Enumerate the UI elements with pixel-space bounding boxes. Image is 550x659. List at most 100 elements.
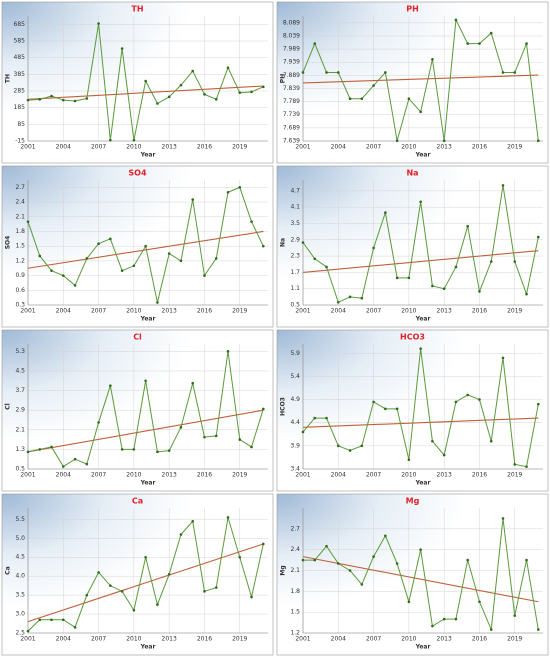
x-tick-label: 2013 — [162, 144, 177, 151]
y-tick-label: 2.7 — [15, 184, 25, 191]
data-point — [489, 31, 493, 35]
data-point — [191, 381, 195, 385]
data-point — [250, 220, 253, 223]
data-point — [454, 265, 458, 269]
data-point — [360, 583, 364, 586]
data-point — [144, 244, 147, 248]
panel-background — [276, 493, 549, 656]
data-point — [26, 629, 30, 633]
y-tick-label: 5.0 — [15, 535, 25, 542]
y-tick-label: 2.1 — [15, 213, 25, 220]
data-point — [384, 71, 387, 74]
y-tick-label: 2.7 — [290, 525, 300, 532]
x-tick-label: 2016 — [472, 472, 487, 479]
y-tick-label: 5.4 — [290, 373, 300, 380]
data-point — [120, 47, 124, 50]
data-point — [336, 300, 340, 304]
y-tick-label: 7.639 — [283, 138, 300, 145]
trend-line — [27, 409, 264, 453]
data-point — [489, 439, 493, 443]
trend-line — [302, 417, 539, 428]
data-point — [360, 296, 364, 300]
data-point — [85, 97, 89, 100]
x-tick-label: 2004 — [56, 144, 71, 151]
data-point — [348, 449, 352, 452]
data-point — [442, 453, 446, 457]
x-tick-label: 2016 — [197, 144, 212, 151]
y-tick-label: 1.8 — [290, 588, 300, 595]
data-point — [167, 572, 171, 576]
data-point — [156, 450, 159, 454]
y-tick-label: 2.4 — [15, 199, 25, 206]
chart-title: Na — [406, 169, 418, 178]
data-point — [431, 439, 434, 443]
y-tick-label: 2.3 — [290, 253, 300, 260]
y-tick-label: 385 — [14, 71, 26, 78]
x-tick-label: 2016 — [197, 472, 212, 479]
data-point — [442, 287, 446, 290]
x-tick-label: 2016 — [472, 308, 487, 315]
x-tick-label: 2010 — [126, 472, 141, 479]
data-point — [301, 71, 305, 74]
chart-title: Ca — [132, 497, 143, 506]
y-tick-label: 8.089 — [283, 19, 300, 26]
x-tick-label: 2016 — [197, 636, 212, 643]
y-tick-label: 8.039 — [283, 32, 300, 39]
y-tick-label: 3.7 — [15, 387, 25, 394]
data-point — [384, 407, 387, 411]
x-tick-label: 2013 — [437, 472, 452, 479]
data-point — [214, 434, 218, 438]
data-point — [313, 42, 317, 45]
y-axis-label: Na — [280, 238, 287, 247]
trend-line — [27, 85, 264, 100]
data-point — [407, 458, 411, 462]
data-point — [85, 462, 89, 466]
y-tick-label: 285 — [14, 88, 26, 95]
y-tick-label: 2.1 — [290, 567, 300, 574]
data-point — [325, 416, 328, 420]
x-tick-label: 2007 — [91, 144, 106, 151]
x-tick-label: 2010 — [401, 472, 416, 479]
x-tick-label: 2004 — [331, 472, 346, 479]
x-tick-label: 2010 — [401, 308, 416, 315]
x-axis-label: Year — [140, 480, 156, 487]
y-tick-label: 3.9 — [290, 442, 300, 449]
x-tick-label: 2019 — [507, 472, 522, 479]
data-point — [226, 190, 230, 194]
data-point — [73, 626, 77, 629]
data-point — [372, 400, 375, 404]
data-point — [203, 435, 206, 439]
x-tick-label: 2019 — [232, 144, 247, 151]
data-point — [120, 269, 124, 272]
chart-title: HCO3 — [400, 333, 425, 342]
data-point — [61, 465, 65, 468]
data-point — [179, 83, 183, 87]
data-point — [238, 555, 242, 559]
panel-background — [276, 165, 549, 328]
data-point — [179, 426, 183, 429]
data-point — [250, 595, 253, 599]
y-tick-label: 3.0 — [15, 611, 25, 618]
data-point — [191, 69, 195, 73]
y-tick-label: 85 — [17, 121, 25, 128]
x-tick-label: 2001 — [295, 636, 310, 643]
data-point — [384, 211, 387, 214]
y-tick-label: 685 — [14, 21, 26, 28]
data-point — [238, 438, 242, 441]
data-point — [466, 42, 470, 45]
data-point — [525, 292, 528, 296]
data-point — [250, 445, 253, 449]
data-point — [336, 444, 340, 448]
data-point — [191, 198, 195, 201]
data-point — [97, 22, 100, 25]
x-tick-label: 2013 — [437, 636, 452, 643]
data-point — [419, 347, 422, 350]
data-point — [478, 398, 481, 401]
x-tick-label: 2019 — [507, 636, 522, 643]
data-point — [109, 237, 112, 241]
data-point — [179, 533, 183, 536]
data-point — [431, 624, 434, 628]
data-point — [61, 274, 65, 277]
y-tick-label: 0.6 — [15, 287, 25, 294]
data-point — [325, 544, 328, 548]
